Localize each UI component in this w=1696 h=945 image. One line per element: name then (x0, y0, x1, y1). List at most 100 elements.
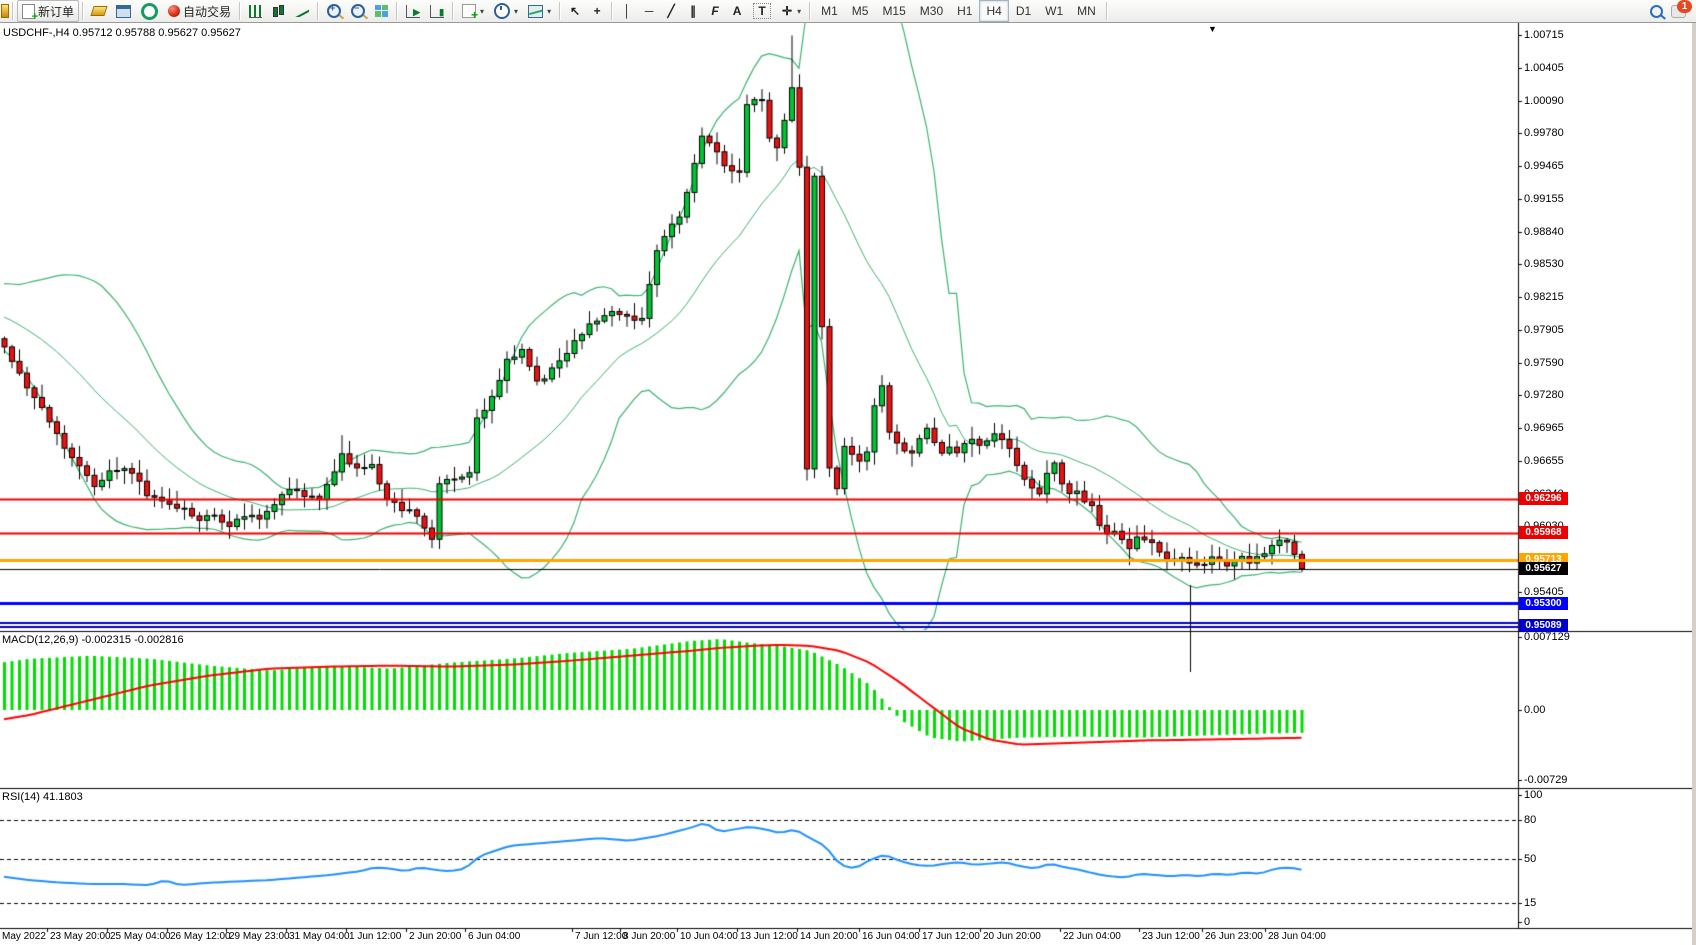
navigator-button[interactable] (136, 0, 163, 22)
price-marker-0.95089: 0.95089 (1519, 618, 1568, 632)
line-chart-button[interactable] (290, 0, 314, 22)
periods-button[interactable]: ▾ (489, 0, 523, 22)
dropdown-arrow-icon: ▾ (480, 6, 485, 16)
tile-windows-button[interactable] (370, 0, 393, 22)
price-tick-label: 0.99155 (1524, 192, 1564, 205)
time-tick-label: 6 Jun 04:00 (468, 931, 521, 942)
price-tick-label: 1.00405 (1524, 61, 1564, 74)
macd-scale-label: 0.00 (1524, 704, 1546, 716)
gold-bar-icon (90, 6, 108, 16)
price-marker-0.95627: 0.95627 (1519, 562, 1568, 576)
time-tick-label: 23 May 20:00 (50, 931, 111, 942)
vertical-line-button[interactable]: │ (616, 0, 638, 22)
timeframe-m1[interactable]: M1 (821, 4, 838, 18)
dropdown-arrow-icon: ▾ (547, 6, 552, 16)
toolbar-right: 1 (1650, 0, 1696, 18)
chart-shift-marker: ▼ (1208, 24, 1217, 34)
autotrading-button[interactable]: 自动交易 (163, 0, 236, 22)
chart-title: USDCHF-,H4 0.95712 0.95788 0.95627 0.956… (3, 27, 241, 39)
zoom-in-icon: + (327, 3, 342, 18)
indicators-button[interactable]: ▾ (457, 0, 489, 22)
bar-chart-button[interactable] (244, 0, 267, 22)
crosshair-button[interactable]: + (586, 0, 608, 22)
window-icon (116, 4, 132, 18)
timeframe-w1[interactable]: W1 (1045, 4, 1064, 18)
new-order-button[interactable]: 新订单 (17, 0, 80, 22)
search-icon[interactable] (1650, 4, 1663, 18)
add-indicator-icon (462, 4, 478, 22)
candle-chart-button[interactable] (267, 0, 290, 22)
autotrading-icon (168, 5, 181, 17)
time-tick-label: 14 Jun 20:00 (800, 931, 858, 942)
text-label-button[interactable]: T (748, 0, 776, 22)
candle-chart-icon (272, 5, 285, 17)
price-tick-label: 1.00090 (1524, 94, 1564, 107)
timeframe-mn[interactable]: MN (1077, 4, 1096, 18)
time-tick-label: 16 Jun 04:00 (862, 931, 920, 942)
time-tick-label: May 2022 (2, 931, 46, 942)
time-tick-label: 31 May 04:00 (289, 931, 350, 942)
toolbar: 新订单 自动交易 + − ▶ ▮ ▾ ▾ (0, 0, 1696, 23)
time-tick-label: 8 Jun 20:00 (623, 931, 676, 942)
fibonacci-button[interactable]: F (704, 0, 726, 22)
timeframe-m30[interactable]: M30 (919, 4, 944, 18)
macd-scale-label: 0.007129 (1524, 631, 1570, 643)
price-tick-label: 0.98215 (1524, 291, 1564, 304)
channel-icon: ∥ (690, 4, 697, 18)
profile-button[interactable] (87, 0, 111, 22)
timeframe-h4[interactable]: H4 (979, 0, 1009, 22)
clock-icon (494, 3, 511, 19)
cursor-icon: ↖ (570, 4, 581, 18)
price-tick-label: 0.99780 (1524, 127, 1564, 140)
text-button[interactable]: A (726, 0, 748, 22)
chart-shift-button[interactable]: ▮ (425, 0, 449, 22)
notification-badge: 1 (1677, 0, 1692, 13)
price-tick-label: 0.96965 (1524, 422, 1564, 435)
templates-button[interactable]: ▾ (523, 0, 556, 22)
cursor-button[interactable]: ↖ (564, 0, 586, 22)
rsi-scale-label: 80 (1524, 814, 1537, 827)
arrows-button[interactable]: ✛ ▾ (776, 0, 806, 22)
zoom-in-button[interactable]: + (322, 0, 346, 22)
notifications-icon[interactable]: 1 (1671, 0, 1692, 18)
auto-scroll-button[interactable]: ▶ (401, 0, 425, 22)
zoom-out-button[interactable]: − (346, 0, 370, 22)
macd-scale-label: -0.00729 (1524, 774, 1568, 786)
timeframe-d1[interactable]: D1 (1015, 4, 1032, 18)
price-marker-0.96296: 0.96296 (1519, 492, 1568, 506)
dropdown-arrow-icon: ▾ (797, 6, 802, 16)
dropdown-arrow-icon: ▾ (514, 6, 519, 16)
trendline-icon: ╱ (667, 4, 675, 18)
timeframe-h1[interactable]: H1 (957, 4, 973, 18)
time-tick-label: 26 Jun 23:00 (1205, 931, 1263, 942)
timeframe-m5[interactable]: M5 (851, 4, 869, 18)
market-watch-button[interactable] (111, 0, 136, 22)
time-tick-label: 13 Jun 12:00 (740, 931, 798, 942)
time-tick-label: 28 Jun 04:00 (1268, 931, 1326, 942)
macd-label: MACD(12,26,9) -0.002315 -0.002816 (2, 634, 184, 646)
horizontal-line-button[interactable]: ─ (638, 0, 660, 22)
price-tick-label: 0.98840 (1524, 225, 1564, 238)
new-order-label: 新订单 (38, 4, 75, 19)
price-marker-0.95968: 0.95968 (1519, 526, 1568, 540)
time-tick-label: 2 Jun 20:00 (409, 931, 462, 942)
new-order-icon (22, 3, 38, 22)
text-icon: A (732, 4, 742, 18)
template-icon (528, 4, 544, 18)
trendline-button[interactable]: ╱ (660, 0, 682, 22)
chart-shift-icon: ▮ (430, 4, 445, 18)
rsi-scale-label: 15 (1524, 896, 1537, 909)
horizontal-line-icon: ─ (644, 4, 654, 18)
time-tick-label: 17 Jun 12:00 (922, 931, 980, 942)
time-tick-label: 25 May 04:00 (110, 931, 171, 942)
auto-scroll-icon: ▶ (406, 4, 421, 18)
timeframe-bar: M1 M5 M15 M30 H1 H4 D1 W1 MN (814, 0, 1103, 22)
channel-button[interactable]: ∥ (682, 0, 704, 22)
time-tick-label: 7 Jun 12:00 (575, 931, 628, 942)
rsi-scale-label: 50 (1524, 852, 1537, 865)
timeframe-m15[interactable]: M15 (882, 4, 906, 18)
time-tick-label: 20 Jun 20:00 (983, 931, 1041, 942)
ring-icon (141, 2, 159, 20)
